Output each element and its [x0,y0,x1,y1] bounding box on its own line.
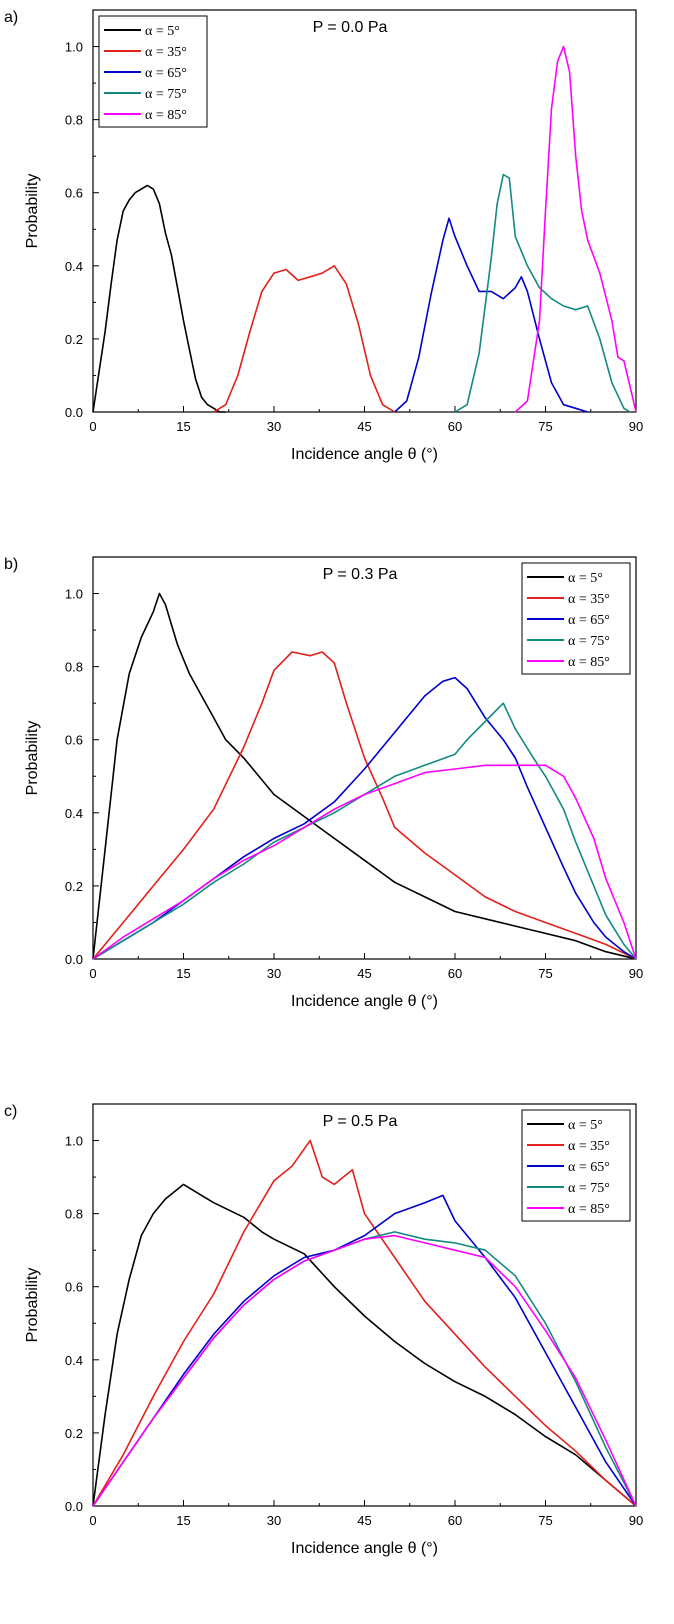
y-tick-label: 0.8 [65,113,83,128]
series-line-4 [92,702,637,960]
legend-entry-1: α = 5° [568,1118,603,1133]
x-tick-label: 90 [629,419,643,434]
legend-entry-1: α = 5° [568,571,603,586]
y-tick-label: 1.0 [65,1134,83,1149]
y-tick-label: 0.8 [65,1207,83,1222]
series-line-3 [394,217,588,413]
x-tick-label: 15 [176,1513,190,1528]
chart-svg-c: c) 0 15 30 45 60 75 90 0.0 0.2 0.4 0.6 0.8 1.0 Inciden… [4,1103,643,1557]
y-axis-label: Probability [24,721,41,796]
panel-label: a) [4,9,18,26]
series-line-4 [454,173,631,413]
chart-title: P = 0.3 Pa [323,566,398,583]
x-axis-label: Incidence angle θ (°) [291,993,438,1010]
legend-entry-5: α = 85° [568,1202,610,1217]
chart-panel-b: b) 0 15 30 45 60 75 90 0.0 0.2 0.4 0.6 0.8 1.0 Inciden… [0,547,674,1077]
x-tick-label: 90 [629,966,643,981]
panel-label: c) [4,1103,17,1120]
y-tick-label: 0.6 [65,1280,83,1295]
legend-entry-4: α = 75° [568,1181,610,1196]
x-tick-label: 75 [538,1513,552,1528]
series-line-1 [92,1183,637,1507]
series-line-1 [92,184,226,413]
y-tick-label: 0.2 [65,1426,83,1441]
y-tick-label: 0.2 [65,332,83,347]
chart-panel-a: a) 0 15 30 45 60 75 90 0.0 0.2 0.4 0.6 0.8 1.0 Inciden… [0,0,674,530]
x-tick-label: 30 [267,419,281,434]
chart-title: P = 0.0 Pa [313,19,388,36]
y-axis-label: Probability [24,1268,41,1343]
x-tick-label: 30 [267,966,281,981]
series-line-5 [514,45,637,413]
chart-svg-a: a) 0 15 30 45 60 75 90 0.0 0.2 0.4 0.6 0.8 1.0 Inciden… [4,9,643,463]
x-tick-label: 60 [448,419,462,434]
series-line-3 [92,1194,637,1507]
legend-entry-3: α = 65° [568,1160,610,1175]
y-tick-label: 0.6 [65,186,83,201]
x-tick-label: 90 [629,1513,643,1528]
series-line-2 [92,651,637,960]
y-tick-label: 0.2 [65,879,83,894]
y-tick-label: 1.0 [65,40,83,55]
x-tick-label: 0 [89,419,96,434]
x-axis-label: Incidence angle θ (°) [291,1540,438,1557]
y-tick-label: 0.0 [65,1499,83,1514]
series-line-5 [92,1234,637,1507]
x-tick-label: 60 [448,966,462,981]
legend-entry-1: α = 5° [145,24,180,39]
x-tick-label: 0 [89,966,96,981]
y-tick-label: 0.0 [65,405,83,420]
legend-entry-2: α = 35° [568,592,610,607]
x-tick-label: 75 [538,419,552,434]
series-line-5 [92,764,637,960]
x-tick-label: 45 [357,966,371,981]
y-tick-label: 0.4 [65,1353,83,1368]
legend-entry-4: α = 75° [145,87,187,102]
x-axis-label: Incidence angle θ (°) [291,446,438,463]
legend-entry-3: α = 65° [145,66,187,81]
legend-entry-2: α = 35° [568,1139,610,1154]
y-tick-label: 0.0 [65,952,83,967]
y-tick-label: 0.4 [65,806,83,821]
y-tick-label: 0.6 [65,733,83,748]
x-tick-label: 30 [267,1513,281,1528]
series-line-2 [213,264,396,413]
series-line-1 [92,592,637,960]
chart-title: P = 0.5 Pa [323,1113,398,1130]
series-line-2 [92,1139,637,1507]
legend-entry-2: α = 35° [145,45,187,60]
chart-svg-b: b) 0 15 30 45 60 75 90 0.0 0.2 0.4 0.6 0.8 1.0 Inciden… [4,556,643,1010]
chart-panel-c: c) 0 15 30 45 60 75 90 0.0 0.2 0.4 0.6 0.8 1.0 Inciden… [0,1094,674,1624]
x-tick-label: 0 [89,1513,96,1528]
y-tick-label: 0.8 [65,660,83,675]
x-tick-label: 45 [357,1513,371,1528]
x-tick-label: 60 [448,1513,462,1528]
series-line-3 [92,676,637,960]
y-tick-label: 0.4 [65,259,83,274]
x-tick-label: 45 [357,419,371,434]
legend-entry-5: α = 85° [145,108,187,123]
x-tick-label: 15 [176,966,190,981]
y-axis-label: Probability [24,174,41,249]
legend-entry-4: α = 75° [568,634,610,649]
legend-entry-3: α = 65° [568,613,610,628]
legend-entry-5: α = 85° [568,655,610,670]
x-tick-label: 75 [538,966,552,981]
panel-label: b) [4,556,18,573]
y-tick-label: 1.0 [65,587,83,602]
x-tick-label: 15 [176,419,190,434]
